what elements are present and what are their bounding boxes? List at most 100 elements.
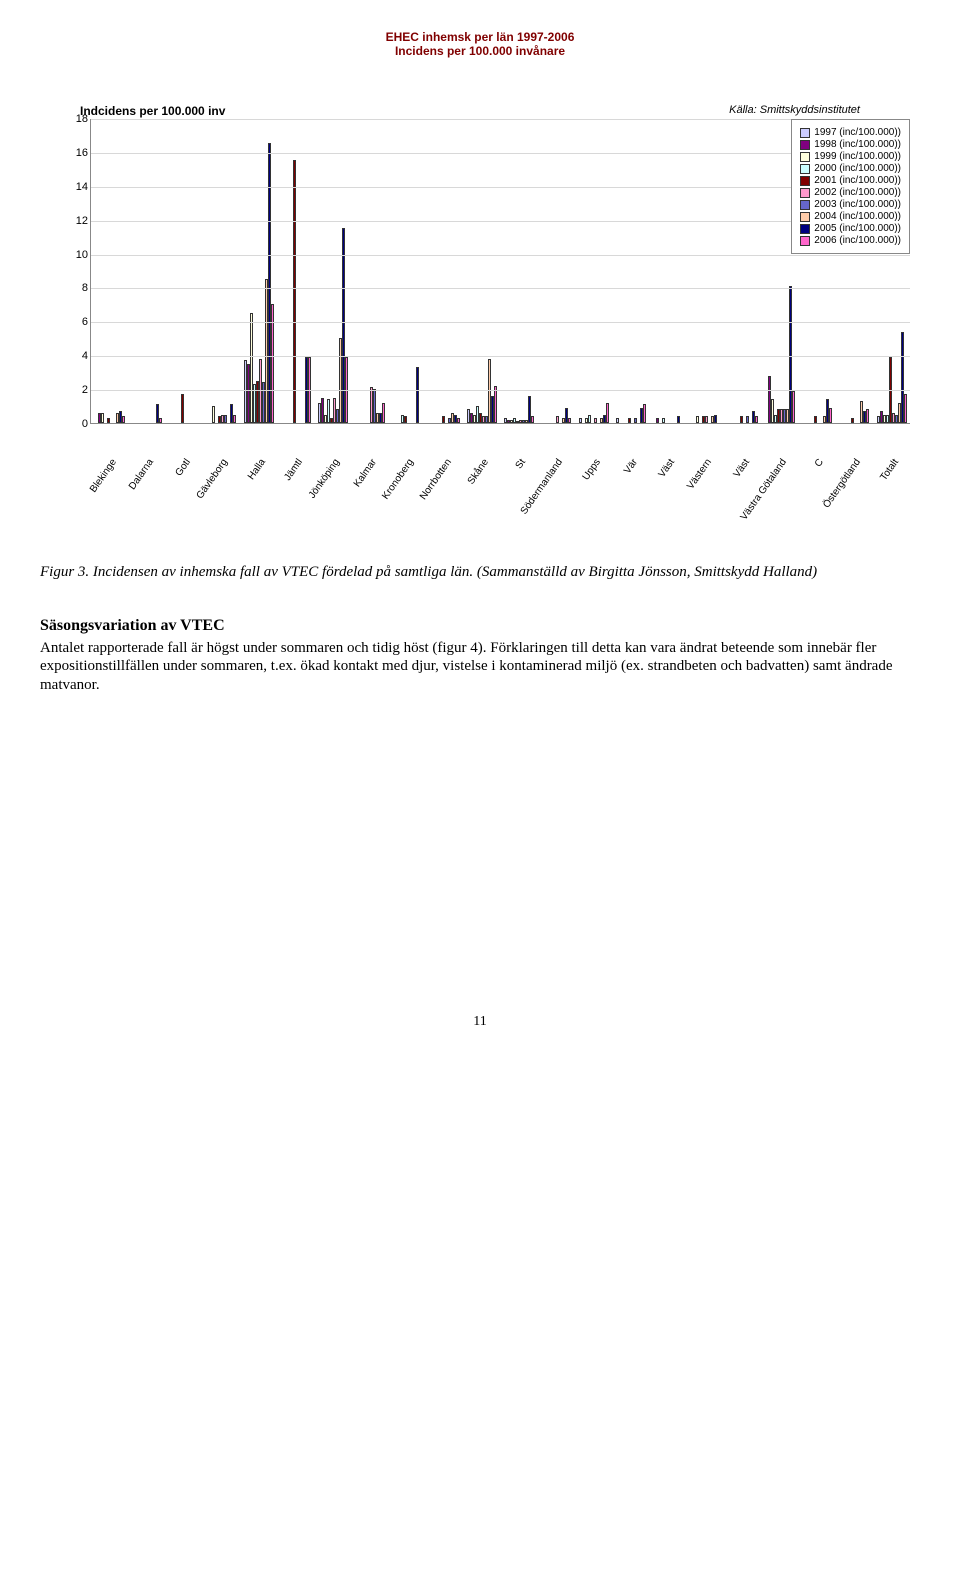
- legend-label: 2001 (inc/100.000)): [814, 175, 901, 186]
- category-group: Väst: [650, 119, 687, 423]
- xtick-label: Vär: [622, 457, 640, 476]
- bar: [181, 394, 184, 423]
- ytick-label: 12: [70, 215, 88, 227]
- gridline: [91, 119, 910, 120]
- legend: 1997 (inc/100.000))1998 (inc/100.000))19…: [791, 119, 910, 254]
- gridline: [91, 255, 910, 256]
- gridline: [91, 322, 910, 323]
- gridline: [91, 187, 910, 188]
- legend-item: 2004 (inc/100.000)): [800, 211, 901, 222]
- legend-item: 2000 (inc/100.000)): [800, 163, 901, 174]
- bar: [531, 416, 534, 423]
- ytick-label: 8: [70, 282, 88, 294]
- legend-item: 1998 (inc/100.000)): [800, 139, 901, 150]
- ytick-label: 4: [70, 350, 88, 362]
- xtick-label: Östergötland: [821, 457, 863, 510]
- ytick-label: 14: [70, 181, 88, 193]
- bar: [662, 418, 665, 423]
- category-group: Gävleborg: [203, 119, 240, 423]
- category-group: Jämtl: [277, 119, 314, 423]
- bar: [568, 418, 571, 423]
- gridline: [91, 288, 910, 289]
- category-group: Kalmar: [352, 119, 389, 423]
- source-label: Källa: Smittskyddsinstitutet: [729, 104, 860, 116]
- legend-item: 1999 (inc/100.000)): [800, 151, 901, 162]
- legend-swatch: [800, 164, 810, 174]
- legend-label: 2006 (inc/100.000)): [814, 235, 901, 246]
- gridline: [91, 153, 910, 154]
- gridline: [91, 221, 910, 222]
- xtick-label: Kalmar: [352, 457, 379, 489]
- legend-item: 2006 (inc/100.000)): [800, 235, 901, 246]
- bar: [746, 416, 749, 423]
- legend-item: 2001 (inc/100.000)): [800, 175, 901, 186]
- bar: [634, 418, 637, 423]
- figure-caption: Figur 3. Incidensen av inhemska fall av …: [40, 564, 920, 581]
- legend-label: 1997 (inc/100.000)): [814, 127, 901, 138]
- bar: [101, 413, 104, 423]
- bar: [107, 418, 110, 423]
- legend-label: 1998 (inc/100.000)): [814, 139, 901, 150]
- bar: [904, 394, 907, 423]
- bar: [556, 416, 559, 423]
- bars-wrap: BlekingeDalarnaGotlGävleborgHallaJämtlJö…: [91, 119, 910, 423]
- xtick-label: Jönköping: [307, 457, 342, 501]
- category-group: Vär: [612, 119, 649, 423]
- legend-swatch: [800, 212, 810, 222]
- bar: [851, 418, 854, 423]
- body-text: Antalet rapporterade fall är högst under…: [40, 639, 920, 694]
- bar: [293, 160, 296, 423]
- gridline: [91, 390, 910, 391]
- ytick-label: 2: [70, 384, 88, 396]
- bar: [606, 403, 609, 423]
- chart-container: Indcidens per 100.000 inv Källa: Smittsk…: [40, 64, 920, 484]
- category-group: Västern: [687, 119, 724, 423]
- category-group: Södermanland: [538, 119, 575, 423]
- section-heading: Säsongsvariation av VTEC: [40, 617, 920, 635]
- category-group: Skåne: [463, 119, 500, 423]
- xtick-label: Väst: [657, 457, 677, 480]
- ytick-label: 0: [70, 418, 88, 430]
- bar: [594, 418, 597, 423]
- legend-label: 1999 (inc/100.000)): [814, 151, 901, 162]
- bar: [579, 418, 582, 423]
- legend-swatch: [800, 200, 810, 210]
- category-group: Dalarna: [128, 119, 165, 423]
- page-number: 11: [40, 1014, 920, 1030]
- xtick-label: Skåne: [466, 457, 491, 487]
- bar: [866, 409, 869, 423]
- xtick-label: Norrbotten: [418, 457, 454, 502]
- plot-area: BlekingeDalarnaGotlGävleborgHallaJämtlJö…: [90, 119, 910, 424]
- bar: [705, 416, 708, 423]
- chart-title-1: EHEC inhemsk per län 1997-2006: [40, 30, 920, 44]
- xtick-label: Gotl: [174, 457, 194, 478]
- chart-titles: EHEC inhemsk per län 1997-2006 Incidens …: [40, 30, 920, 58]
- ytick-label: 16: [70, 147, 88, 159]
- xtick-label: C: [813, 457, 826, 469]
- legend-swatch: [800, 152, 810, 162]
- xtick-label: Upps: [580, 457, 602, 482]
- ytick-label: 10: [70, 249, 88, 261]
- legend-label: 2002 (inc/100.000)): [814, 187, 901, 198]
- xtick-label: Väst: [731, 457, 751, 480]
- bar: [224, 415, 227, 423]
- bar: [643, 404, 646, 423]
- xtick-label: Gävleborg: [195, 457, 230, 501]
- xtick-label: Blekinge: [88, 457, 119, 495]
- category-group: Gotl: [165, 119, 202, 423]
- bar: [714, 415, 717, 423]
- legend-item: 2003 (inc/100.000)): [800, 199, 901, 210]
- bar: [416, 367, 419, 423]
- category-group: Väst: [724, 119, 761, 423]
- bar: [494, 386, 497, 423]
- y-axis-title: Indcidens per 100.000 inv: [80, 104, 225, 118]
- bar: [212, 406, 215, 423]
- bar: [122, 416, 125, 423]
- bar: [588, 415, 591, 423]
- legend-item: 2005 (inc/100.000)): [800, 223, 901, 234]
- bar: [404, 416, 407, 423]
- legend-swatch: [800, 128, 810, 138]
- legend-swatch: [800, 140, 810, 150]
- category-group: Upps: [575, 119, 612, 423]
- legend-label: 2003 (inc/100.000)): [814, 199, 901, 210]
